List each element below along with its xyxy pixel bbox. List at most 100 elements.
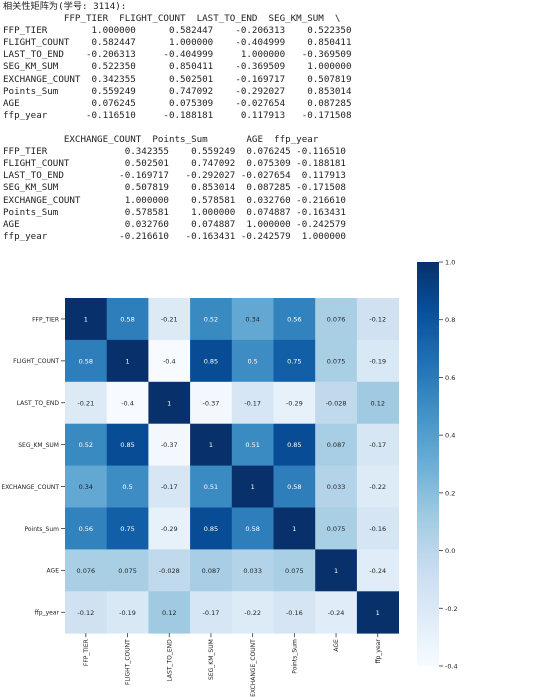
- heatmap-cell: [231, 549, 274, 592]
- y-tick-label: FFP_TIER: [32, 316, 59, 323]
- heatmap-cell: [190, 465, 233, 508]
- heatmap-cell: [65, 591, 108, 634]
- y-tick-label: SEG_KM_SUM: [18, 442, 59, 449]
- heatmap-cell: [315, 339, 358, 383]
- block1-row: LAST_TO_END -0.206313 -0.404999 1.000000…: [3, 49, 352, 61]
- heatmap-cell: [65, 339, 108, 383]
- cell-value-label: 1: [84, 315, 88, 323]
- cell-value-label: -0.37: [203, 399, 220, 407]
- heatmap-cell: [106, 381, 149, 425]
- heatmap-cell: [356, 423, 399, 466]
- x-tick-label: AGE: [333, 639, 340, 652]
- heatmap-cell: [190, 549, 233, 592]
- block2-row: ffp_year -0.216610 -0.163431 -0.242579 1…: [3, 230, 346, 242]
- cell-value-label: 0.087: [202, 567, 221, 575]
- heatmap-cell: [356, 465, 399, 508]
- heatmap-cell: [148, 465, 191, 508]
- heatmap-cell: [315, 465, 358, 508]
- heatmap-cell: [273, 465, 316, 508]
- heatmap-cell: [356, 507, 399, 550]
- heatmap-cell: [190, 507, 233, 550]
- heatmap-cell: [65, 465, 108, 508]
- y-tick-label: AGE: [47, 568, 60, 575]
- heatmap-cell: [356, 591, 399, 634]
- cell-value-label: 1: [292, 525, 296, 533]
- heatmap-cell: [273, 591, 316, 634]
- heatmap-cell: [148, 507, 191, 550]
- cell-value-label: 0.51: [204, 483, 218, 491]
- cell-value-label: 1: [209, 441, 213, 449]
- heatmap-cell: [106, 465, 149, 508]
- block1-header: FFP_TIER FLIGHT_COUNT LAST_TO_END SEG_KM…: [3, 13, 341, 25]
- y-tick-label: LAST_TO_END: [17, 400, 60, 407]
- cell-value-label: 0.51: [245, 441, 259, 449]
- heatmap-cell: [356, 298, 399, 341]
- cell-value-label: 0.12: [162, 609, 176, 617]
- cell-value-label: 0.075: [327, 525, 346, 533]
- heatmap-cell: [65, 549, 108, 592]
- heatmap-cell: [273, 381, 316, 425]
- cell-value-label: -0.37: [161, 441, 178, 449]
- cell-value-label: -0.12: [77, 609, 94, 617]
- cell-value-label: 0.033: [327, 483, 346, 491]
- correlation-heatmap: 1 0.58 -0.21 0.52 0.34 0.56 0.076 -0.120.58 1 -0.…: [1, 259, 458, 697]
- x-tick-label: SEG_KM_SUM: [208, 639, 215, 680]
- cell-value-label: 0.58: [245, 525, 259, 533]
- cell-value-label: 0.85: [287, 441, 301, 449]
- cell-value-label: 1: [167, 399, 171, 407]
- heatmap-cell: [273, 549, 316, 592]
- cell-value-label: 0.85: [120, 441, 134, 449]
- heatmap-cell: [273, 298, 316, 341]
- heatmap-cell: [231, 507, 274, 550]
- block2-row: SEG_KM_SUM 0.507819 0.853014 0.087285 -0…: [3, 182, 346, 194]
- block2-row: FFP_TIER 0.342355 0.559249 0.076245 -0.1…: [3, 146, 346, 158]
- heatmap-cell: [231, 339, 274, 383]
- heatmap-cell: [106, 507, 149, 550]
- cell-value-label: 0.52: [204, 315, 218, 323]
- cell-value-label: 0.076: [77, 567, 96, 575]
- cell-value-label: -0.29: [161, 525, 178, 533]
- colorbar-tick-label: 0.4: [445, 432, 455, 440]
- cell-value-label: -0.21: [77, 399, 94, 407]
- heatmap-cell: [190, 298, 233, 341]
- heatmap-cell: [106, 298, 149, 341]
- cell-value-label: 0.56: [79, 525, 93, 533]
- heatmap-cell: [190, 423, 233, 466]
- cell-value-label: -0.028: [159, 567, 180, 575]
- cell-value-label: 0.075: [285, 567, 304, 575]
- cell-value-label: 1: [251, 483, 255, 491]
- y-tick-label: EXCHANGE_COUNT: [1, 484, 59, 491]
- cell-value-label: -0.24: [369, 567, 386, 575]
- console-output: 相关性矩阵为(学号: 3114): FFP_TIER FLIGHT_COUNT …: [3, 1, 351, 243]
- x-tick-label: FFP_TIER: [83, 639, 90, 666]
- heatmap-cell: [356, 549, 399, 592]
- heatmap-cell: [315, 381, 358, 425]
- cell-value-label: 0.075: [118, 567, 137, 575]
- cell-value-label: -0.16: [286, 609, 303, 617]
- cell-value-label: 0.85: [204, 357, 218, 365]
- colorbar-tick-label: 0.0: [445, 547, 455, 555]
- colorbar-tick-label: 1.0: [445, 259, 455, 267]
- cell-value-label: 0.52: [79, 441, 93, 449]
- heatmap-cell: [231, 465, 274, 508]
- heatmap-cell: [148, 339, 191, 383]
- heatmap-cell: [106, 339, 149, 383]
- colorbar-tick-label: -0.2: [445, 605, 458, 613]
- block1-row: FFP_TIER 1.000000 0.582447 -0.206313 0.5…: [3, 25, 352, 37]
- cell-value-label: -0.12: [369, 315, 386, 323]
- cell-value-label: 0.076: [327, 315, 346, 323]
- cell-value-label: -0.17: [161, 483, 178, 491]
- heatmap-cell: [106, 549, 149, 592]
- heatmap-cell: [148, 423, 191, 466]
- heatmap-cell: [231, 591, 274, 634]
- output-heading: 相关性矩阵为(学号: 3114):: [3, 1, 127, 12]
- cell-value-label: -0.4: [163, 357, 176, 365]
- heatmap-cell: [273, 507, 316, 550]
- cell-value-label: 1: [376, 609, 380, 617]
- cell-value-label: 0.75: [120, 525, 134, 533]
- y-tick-label: FLIGHT_COUNT: [13, 358, 59, 365]
- heatmap-cell: [315, 507, 358, 550]
- heatmap-cell: [356, 339, 399, 383]
- y-tick-label: Points_Sum: [25, 526, 60, 533]
- cell-value-label: -0.22: [369, 483, 386, 491]
